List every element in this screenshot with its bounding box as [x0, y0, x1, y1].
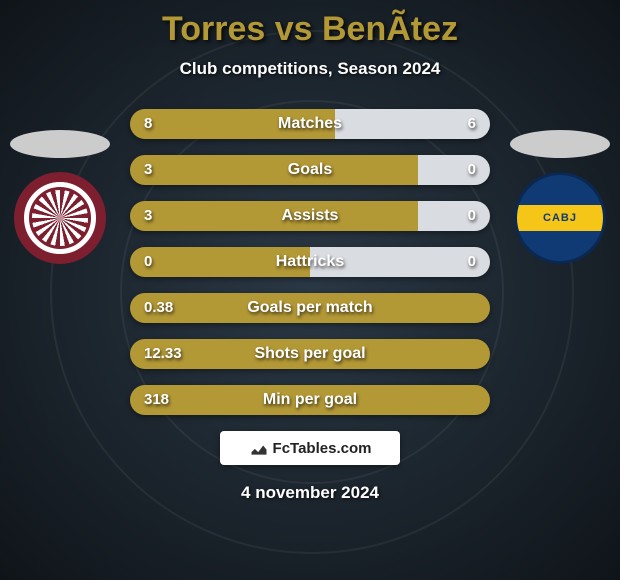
player-right-group: CABJ [510, 130, 610, 264]
stat-row: Shots per goal12.33 [130, 339, 490, 369]
stat-bar-right [418, 155, 490, 185]
stat-row: Goals30 [130, 155, 490, 185]
chart-icon [249, 438, 269, 458]
stat-row: Assists30 [130, 201, 490, 231]
stat-bar-track [130, 385, 490, 415]
stats-area: Matches86 Goals30 Assists30 Hattricks00 Goal… [130, 109, 490, 415]
stat-row: Goals per match0.38 [130, 293, 490, 323]
stat-row: Min per goal318 [130, 385, 490, 415]
stat-bar-left [130, 385, 490, 415]
club-badge-left [14, 172, 106, 264]
stat-row: Hattricks00 [130, 247, 490, 277]
player-left-avatar [10, 130, 110, 158]
stat-row: Matches86 [130, 109, 490, 139]
stat-bar-track [130, 201, 490, 231]
footer-text: FcTables.com [273, 440, 372, 457]
stat-bar-track [130, 155, 490, 185]
main-container: Torres vs BenÃ­tez Club competitions, Se… [0, 0, 620, 580]
stat-bar-left [130, 293, 490, 323]
club-badge-right-text: CABJ [543, 212, 577, 224]
footer-badge[interactable]: FcTables.com [220, 431, 400, 465]
stat-bar-track [130, 247, 490, 277]
stat-bar-left [130, 201, 418, 231]
club-badge-right: CABJ [514, 172, 606, 264]
comparison-title: Torres vs BenÃ­tez [0, 10, 620, 49]
stat-bar-left [130, 155, 418, 185]
stat-bar-track [130, 339, 490, 369]
subtitle: Club competitions, Season 2024 [0, 59, 620, 79]
stat-bar-right [310, 247, 490, 277]
stat-bar-left [130, 247, 310, 277]
stat-bar-track [130, 293, 490, 323]
comparison-date: 4 november 2024 [0, 483, 620, 503]
stat-bar-right [418, 201, 490, 231]
stat-bar-left [130, 339, 490, 369]
player-left-group [10, 130, 110, 264]
player-right-avatar [510, 130, 610, 158]
stat-bar-right [335, 109, 490, 139]
stat-bar-track [130, 109, 490, 139]
stat-bar-left [130, 109, 335, 139]
